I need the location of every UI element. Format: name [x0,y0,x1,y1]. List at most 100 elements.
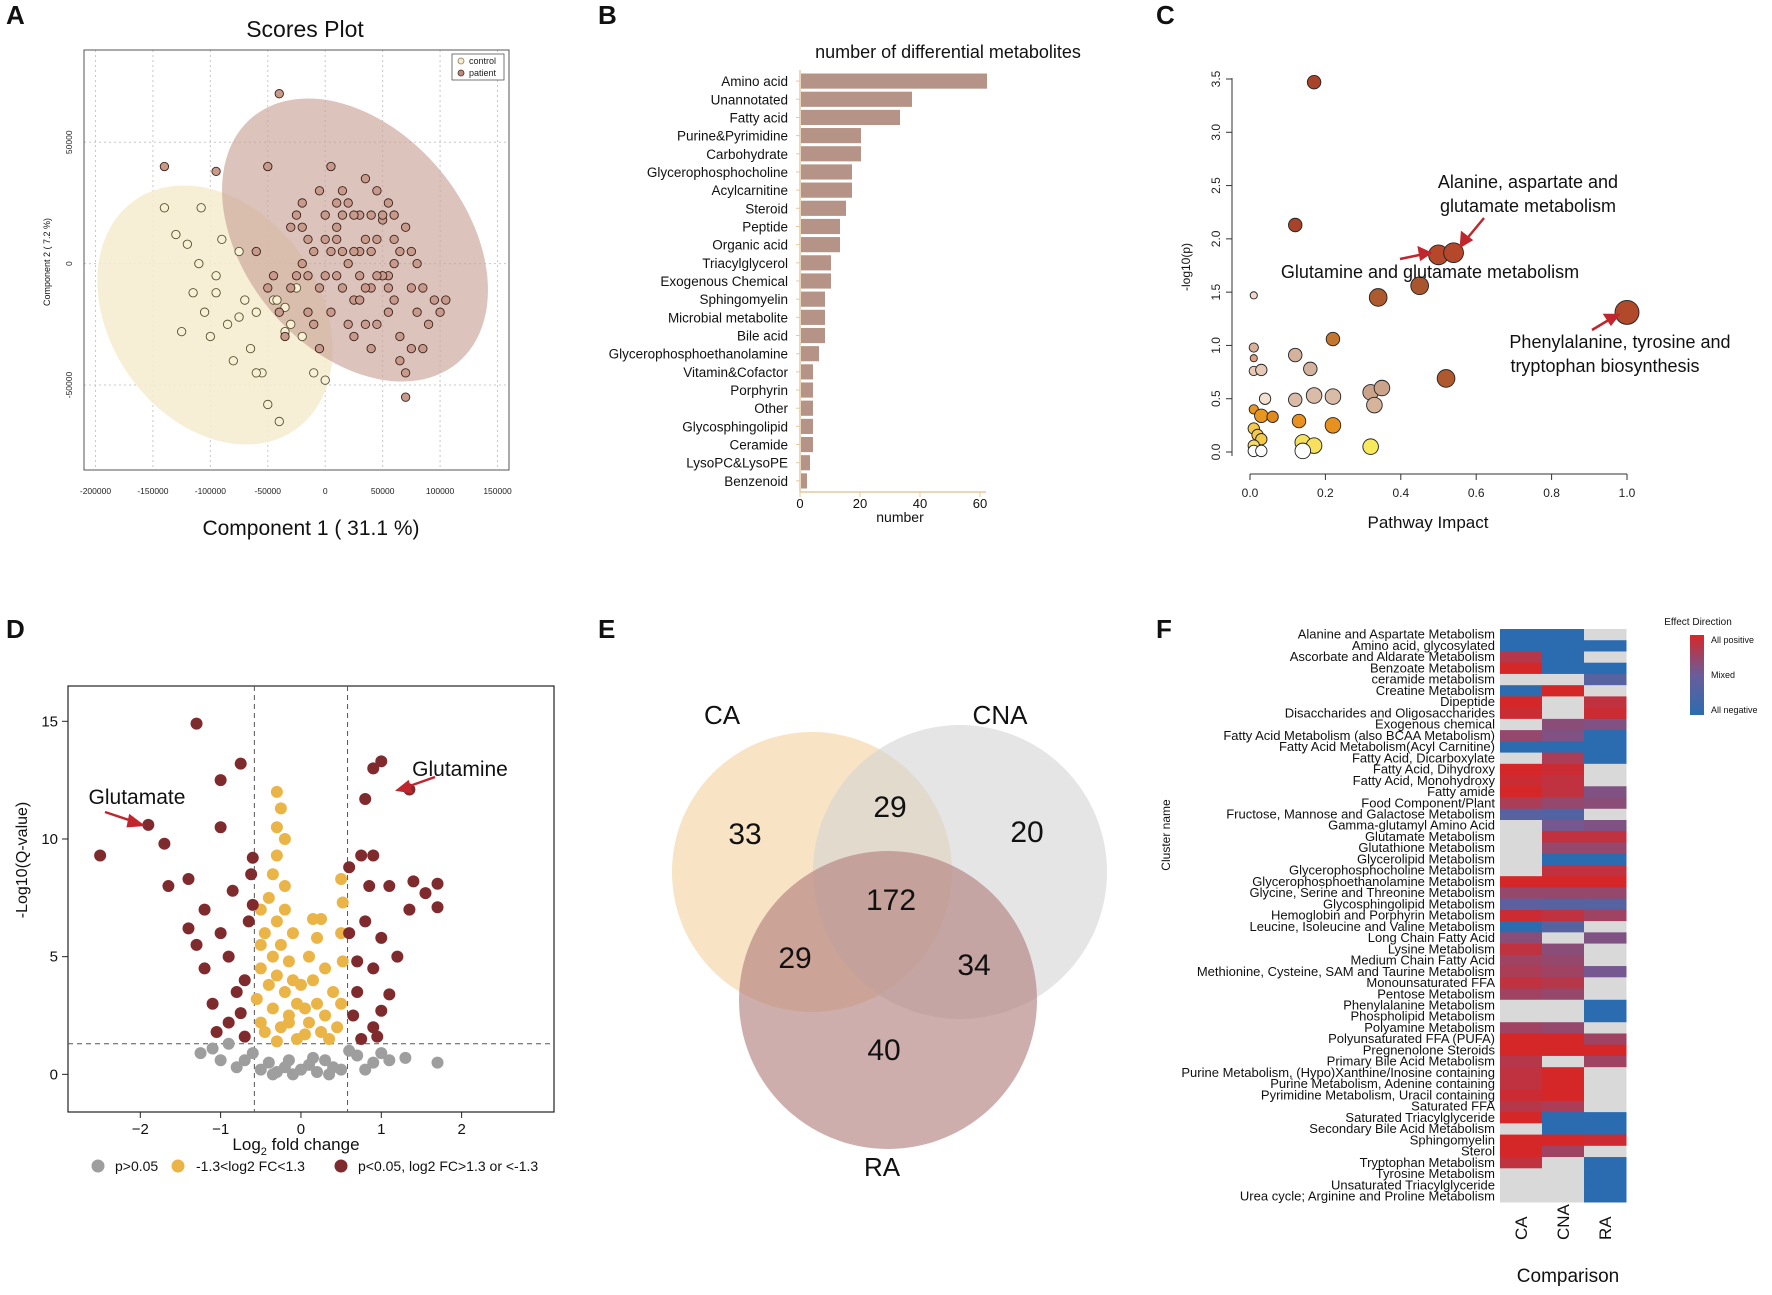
b-category-label: Carbohydrate [706,147,788,162]
a-point-control [228,356,238,366]
d-point-ns [282,1054,295,1067]
a-point-patient [314,343,325,354]
f-row-label: Fructose, Mannose and Galactose Metaboli… [1226,807,1495,822]
f-row-label: Lysine Metabolism [1388,941,1495,956]
a-point-control [211,288,221,298]
c-arrow-phenylalanine-head [1602,313,1621,327]
d-point-ns [214,1054,227,1067]
f-cell [1500,730,1543,742]
f-cell [1584,988,1627,1001]
b-bar [801,73,987,89]
f-cell [1500,1022,1543,1034]
a-point-patient [343,198,353,208]
a-point-patient [389,210,399,220]
f-cell [1584,864,1627,877]
b-category-label: Fatty acid [729,110,788,125]
f-cell [1500,1089,1543,1102]
f-cell [1584,1157,1627,1169]
d-point-lowfc [335,997,348,1010]
a-point-control [171,229,181,240]
a-legend-patient-label: patient [469,68,497,78]
f-cell [1500,1190,1543,1203]
d-point-ns [307,1051,320,1064]
f-cell [1500,775,1543,787]
a-point-control [309,368,319,378]
d-point-sig [162,880,175,893]
d-xtick-label: 0 [297,1121,305,1138]
b-category-label: Glycosphingolipid [682,419,788,434]
f-cell [1584,909,1627,922]
e-value-ca-ra: 29 [778,942,811,975]
c-ylabel: -log10(p) [1179,243,1193,291]
a-point-control [245,343,256,354]
d-point-lowfc [254,962,267,975]
c-bubble [1436,369,1456,388]
a-point-control [274,416,284,427]
d-point-sig [419,887,432,900]
panel-c-pathway-bubble: 0.0 0.2 0.4 0.6 0.8 1.0 0.0 0.5 1.0 1.5 2.0 2.5 3.0 3… [1179,70,1731,532]
a-point-control [272,295,282,305]
b-xticks: 0 20 40 60 [796,492,987,511]
a-point-patient [326,307,336,317]
d-point-sig [383,880,396,893]
a-point-patient [291,210,302,220]
c-annotation-glutamine: Glutamine and glutamate metabolism [1281,262,1579,282]
d-threshold-lines [68,686,554,1112]
panel-letter-a: A [6,0,25,30]
d-point-lowfc [319,962,332,975]
d-point-ns [262,1056,275,1069]
f-cell [1500,763,1543,776]
d-point-lowfc [266,868,279,881]
f-cell [1584,932,1627,945]
f-cell [1500,1134,1543,1147]
d-arrows [104,775,436,828]
c-bubble [1248,342,1259,353]
a-point-patient [326,161,336,172]
d-legend-grey-marker [91,1159,105,1173]
c-points [1247,74,1640,460]
f-cell [1584,898,1627,911]
c-bubble [1325,331,1341,347]
f-cell [1542,876,1585,888]
c-ytick-label: 1.0 [1209,337,1223,354]
f-cell [1500,887,1543,900]
e-value-cna-only: 20 [1010,816,1043,849]
f-cell [1500,786,1543,799]
d-point-sig [391,950,404,963]
panel-letter-e: E [598,614,615,644]
f-cell [1542,629,1585,641]
c-ytick-label: 0.0 [1209,443,1223,460]
f-cell [1584,718,1627,731]
b-category-label: Exogenous Chemical [660,274,788,289]
f-legend-title: Effect Direction [1664,617,1732,628]
c-ytick-label: 2.0 [1209,230,1223,247]
f-cell [1542,718,1585,731]
f-cell [1500,842,1543,855]
d-legend-maroon-label: p<0.05, log2 FC>1.3 or <-1.3 [358,1158,538,1174]
f-row-label: Dipeptide [1440,694,1495,709]
f-cell [1500,752,1543,765]
f-cell [1542,831,1585,843]
b-bar [801,400,813,416]
b-bar [801,237,840,253]
f-cell [1542,932,1585,945]
c-bubble [1306,74,1322,90]
f-row-label: Sphingomyelin [1410,1132,1495,1147]
b-bar [801,200,846,216]
f-cell [1542,730,1585,742]
d-point-sig [182,872,195,885]
f-cell [1584,966,1627,978]
f-cell [1500,685,1543,697]
f-cell [1542,1055,1585,1068]
f-cell [1584,808,1627,821]
b-bar [801,473,807,489]
a-ytick-label: 0 [64,261,74,266]
a-legend-patient-marker [457,69,465,77]
f-cell [1584,1112,1627,1124]
b-category-label: Steroid [745,201,788,216]
d-point-lowfc [311,997,324,1010]
f-cell [1584,1067,1627,1079]
f-cell [1542,977,1585,990]
c-bubble [1288,392,1303,407]
